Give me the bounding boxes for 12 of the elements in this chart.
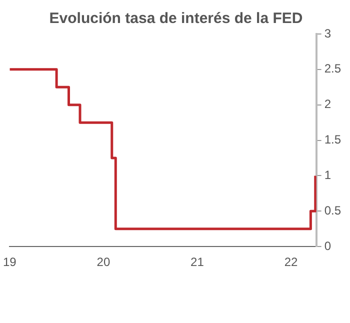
y-tick-label: 2	[324, 97, 332, 112]
x-tick-label: 19	[2, 255, 17, 270]
chart-title: Evolución tasa de interés de la FED	[49, 10, 303, 28]
y-tick-label: 2.5	[324, 62, 342, 76]
y-tick-label: 1	[324, 168, 332, 182]
y-tick-label: 3	[324, 26, 332, 40]
x-tick-label: 20	[96, 255, 110, 270]
y-tick-label: 0	[324, 238, 332, 253]
x-tick-label: 22	[284, 255, 298, 270]
y-tick-label: 0.5	[324, 203, 342, 218]
x-tick-label: 21	[190, 255, 204, 270]
y-tick-label: 1.5	[324, 132, 342, 147]
